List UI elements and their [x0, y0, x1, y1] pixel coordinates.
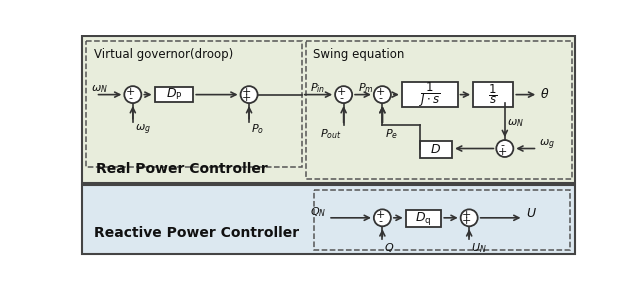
Text: $\theta$: $\theta$: [540, 87, 550, 101]
Text: $D_{\rm P}$: $D_{\rm P}$: [165, 87, 182, 102]
Text: $\omega_g$: $\omega_g$: [135, 122, 151, 137]
Text: -: -: [378, 93, 382, 103]
Text: +: +: [376, 86, 385, 96]
Text: -: -: [501, 141, 504, 150]
Text: $\dfrac{1}{s}$: $\dfrac{1}{s}$: [488, 83, 498, 107]
Text: +: +: [498, 147, 507, 157]
Text: Swing equation: Swing equation: [313, 48, 404, 61]
Text: +: +: [376, 210, 385, 220]
Circle shape: [124, 86, 142, 103]
Text: Virtual governor(droop): Virtual governor(droop): [94, 48, 233, 61]
Bar: [406, 210, 441, 227]
Text: $P_{in}$: $P_{in}$: [310, 82, 325, 95]
Text: $Q$: $Q$: [384, 241, 394, 254]
Bar: [154, 87, 194, 102]
Text: +: +: [242, 86, 251, 96]
Circle shape: [461, 209, 478, 226]
Bar: [87, 41, 302, 167]
Text: $D$: $D$: [430, 143, 442, 156]
Text: $Q_N$: $Q_N$: [310, 205, 326, 219]
Text: $P_o$: $P_o$: [251, 122, 265, 136]
Text: $D_{\rm q}$: $D_{\rm q}$: [415, 210, 431, 227]
Circle shape: [240, 86, 258, 103]
Circle shape: [335, 86, 352, 103]
Circle shape: [374, 86, 391, 103]
Circle shape: [374, 209, 391, 226]
Circle shape: [496, 140, 513, 157]
Text: -: -: [128, 93, 133, 103]
Bar: [420, 141, 452, 158]
Text: $P_m$: $P_m$: [358, 82, 373, 95]
Bar: [81, 185, 576, 254]
Text: $\omega_N$: $\omega_N$: [507, 118, 524, 129]
Text: -: -: [339, 93, 344, 103]
Text: $U_N$: $U_N$: [470, 241, 487, 255]
Text: $P_e$: $P_e$: [385, 127, 398, 141]
Text: $\omega_g$: $\omega_g$: [539, 137, 555, 152]
Text: +: +: [126, 86, 135, 96]
Bar: [306, 41, 572, 179]
Text: +: +: [242, 93, 251, 103]
Bar: [473, 82, 513, 107]
Text: +: +: [462, 216, 472, 226]
Bar: [314, 190, 570, 250]
Text: Real Power Controller: Real Power Controller: [96, 162, 267, 176]
Text: $\omega_N$: $\omega_N$: [91, 83, 108, 95]
Text: $U$: $U$: [526, 207, 537, 221]
Bar: [402, 82, 458, 107]
Text: $P_{out}$: $P_{out}$: [320, 127, 341, 141]
Text: -: -: [378, 216, 382, 226]
Text: Reactive Power Controller: Reactive Power Controller: [94, 226, 299, 240]
Text: +: +: [337, 86, 346, 96]
Text: $\dfrac{1}{J \cdot s}$: $\dfrac{1}{J \cdot s}$: [419, 80, 440, 109]
Text: +: +: [462, 210, 472, 220]
Bar: [81, 36, 576, 183]
